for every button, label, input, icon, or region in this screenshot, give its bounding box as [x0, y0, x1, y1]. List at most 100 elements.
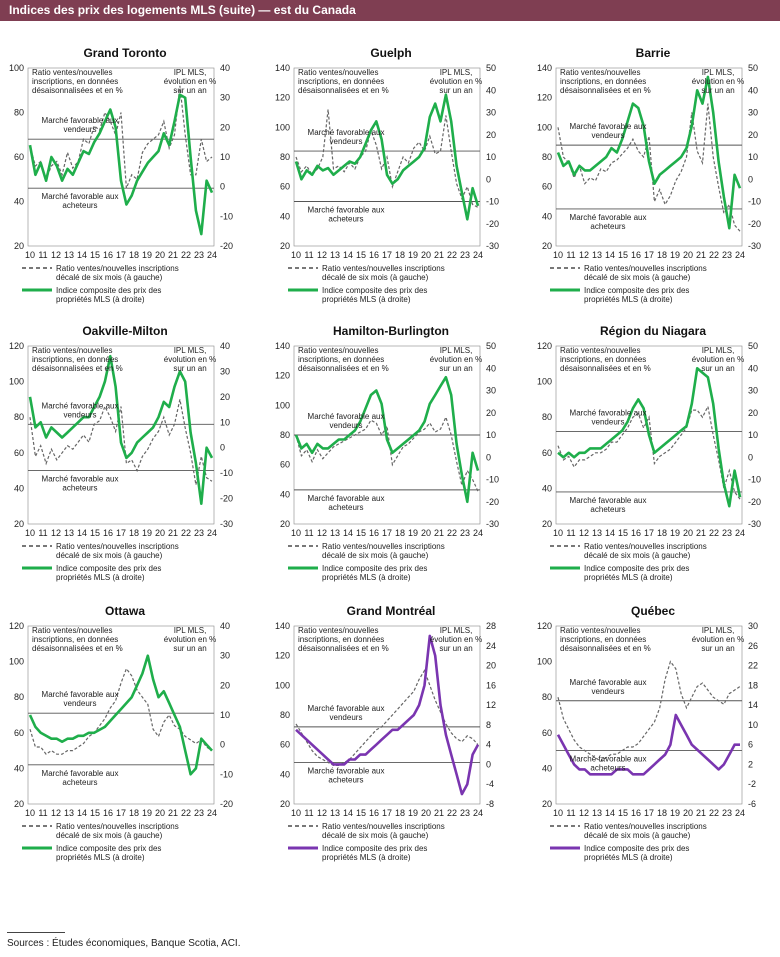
left-axis-tick: 20 [542, 241, 552, 251]
right-axis-tick: 0 [220, 443, 225, 453]
right-axis-tick: -10 [748, 475, 761, 485]
x-axis-tick: 21 [696, 528, 706, 538]
legend-index-label: Indice composite des prix des [584, 844, 689, 853]
legend-ratio-label: Ratio ventes/nouvelles inscriptions [56, 264, 179, 273]
x-axis-tick: 17 [116, 250, 126, 260]
right-axis-tick: -30 [748, 519, 761, 529]
right-axis-tick: 20 [220, 392, 230, 402]
ipl-annotation: IPL MLS, [174, 346, 207, 355]
ratio-annotation: inscriptions, en données [560, 635, 646, 644]
x-axis-tick: 13 [592, 808, 602, 818]
left-axis-tick: 100 [9, 63, 24, 73]
x-axis-tick: 18 [129, 250, 139, 260]
left-axis-tick: 80 [542, 152, 552, 162]
right-axis-tick: 40 [220, 621, 230, 631]
legend-index-label: Indice composite des prix des [322, 564, 427, 573]
right-axis-tick: 50 [486, 63, 496, 73]
ratio-annotation: inscriptions, en données [32, 635, 118, 644]
ratio-series-line [29, 667, 213, 756]
ratio-annotation: inscriptions, en données [560, 355, 646, 364]
left-axis-tick: 40 [280, 769, 290, 779]
x-axis-tick: 10 [25, 250, 35, 260]
x-axis-tick: 22 [181, 808, 191, 818]
ratio-annotation: désaisonnalisées et en % [298, 86, 389, 95]
sellers-annotation: vendeurs [330, 713, 363, 722]
right-axis-tick: 14 [748, 700, 758, 710]
right-axis-tick: 50 [748, 341, 758, 351]
x-axis-tick: 16 [103, 808, 113, 818]
right-axis-tick: 40 [748, 363, 758, 373]
x-axis-tick: 17 [116, 808, 126, 818]
right-axis-tick: 10 [486, 430, 496, 440]
left-axis-tick: 20 [14, 519, 24, 529]
legend-ratio-label: Ratio ventes/nouvelles inscriptions [584, 822, 707, 831]
x-axis-tick: 12 [317, 528, 327, 538]
x-axis-tick: 14 [343, 250, 353, 260]
right-axis-tick: -10 [220, 769, 233, 779]
x-axis-tick: 24 [735, 528, 745, 538]
right-axis-tick: -20 [220, 799, 233, 809]
x-axis-tick: 21 [434, 528, 444, 538]
x-axis-tick: 10 [25, 528, 35, 538]
legend-ratio-label: décalé de six mois (à gauche) [56, 551, 163, 560]
left-axis-tick: 120 [275, 651, 290, 661]
x-axis-tick: 13 [330, 528, 340, 538]
legend-index-label: Indice composite des prix des [56, 564, 161, 573]
x-axis-tick: 20 [683, 250, 693, 260]
ratio-annotation: désaisonnalisées et en % [32, 86, 123, 95]
x-axis-tick: 19 [142, 528, 152, 538]
chart-panel-quebec: Québec 20 40 60 80 100 120 -6 -2 2 6 10 14 18 22 26 30 10… [530, 598, 780, 863]
x-axis-tick: 12 [51, 528, 61, 538]
right-axis-tick: 20 [220, 680, 230, 690]
ipl-annotation: sur un an [439, 86, 472, 95]
x-axis-tick: 19 [670, 528, 680, 538]
left-axis-tick: 60 [280, 460, 290, 470]
buyers-annotation: acheteurs [328, 775, 363, 784]
left-axis-tick: 60 [14, 448, 24, 458]
right-axis-tick: 30 [220, 366, 230, 376]
ratio-annotation: désaisonnalisées et en % [560, 644, 651, 653]
left-axis-tick: 20 [542, 799, 552, 809]
buyers-annotation: Marché favorable aux [570, 496, 647, 505]
x-axis-tick: 20 [683, 808, 693, 818]
source-divider [7, 932, 65, 933]
sellers-annotation: Marché favorable aux [42, 401, 119, 410]
x-axis-tick: 13 [64, 250, 74, 260]
ipl-annotation: sur un an [701, 364, 734, 373]
ratio-annotation: inscriptions, en données [298, 635, 384, 644]
x-axis-tick: 13 [330, 250, 340, 260]
legend-index-label: propriétés MLS (à droite) [322, 295, 411, 304]
x-axis-tick: 10 [25, 808, 35, 818]
ratio-series-line [295, 109, 479, 208]
left-axis-tick: 20 [14, 241, 24, 251]
ipl-annotation: évolution en % [164, 355, 216, 364]
buyers-annotation: Marché favorable aux [570, 755, 647, 764]
right-axis-tick: 24 [486, 641, 496, 651]
x-axis-tick: 24 [473, 528, 483, 538]
ratio-annotation: inscriptions, en données [32, 77, 118, 86]
x-axis-tick: 20 [421, 808, 431, 818]
ratio-annotation: Ratio ventes/nouvelles [32, 626, 113, 635]
left-axis-tick: 80 [14, 412, 24, 422]
right-axis-tick: 0 [220, 740, 225, 750]
left-axis-tick: 80 [542, 412, 552, 422]
right-axis-tick: -30 [748, 241, 761, 251]
x-axis-tick: 14 [605, 808, 615, 818]
x-axis-tick: 21 [696, 808, 706, 818]
chart-title: Oakville-Milton [82, 324, 167, 338]
x-axis-tick: 14 [605, 250, 615, 260]
legend-index-label: propriétés MLS (à droite) [56, 853, 145, 862]
ratio-annotation: Ratio ventes/nouvelles [32, 68, 113, 77]
right-axis-tick: -20 [220, 241, 233, 251]
left-axis-tick: 80 [14, 692, 24, 702]
x-axis-tick: 21 [168, 250, 178, 260]
x-axis-tick: 19 [142, 250, 152, 260]
x-axis-tick: 12 [51, 808, 61, 818]
left-axis-tick: 20 [280, 519, 290, 529]
right-axis-tick: -20 [748, 497, 761, 507]
x-axis-tick: 23 [194, 250, 204, 260]
plot-frame [555, 67, 743, 247]
ipl-series-line [556, 75, 742, 230]
chart-title: Grand Montréal [347, 604, 436, 618]
x-axis-tick: 15 [90, 250, 100, 260]
